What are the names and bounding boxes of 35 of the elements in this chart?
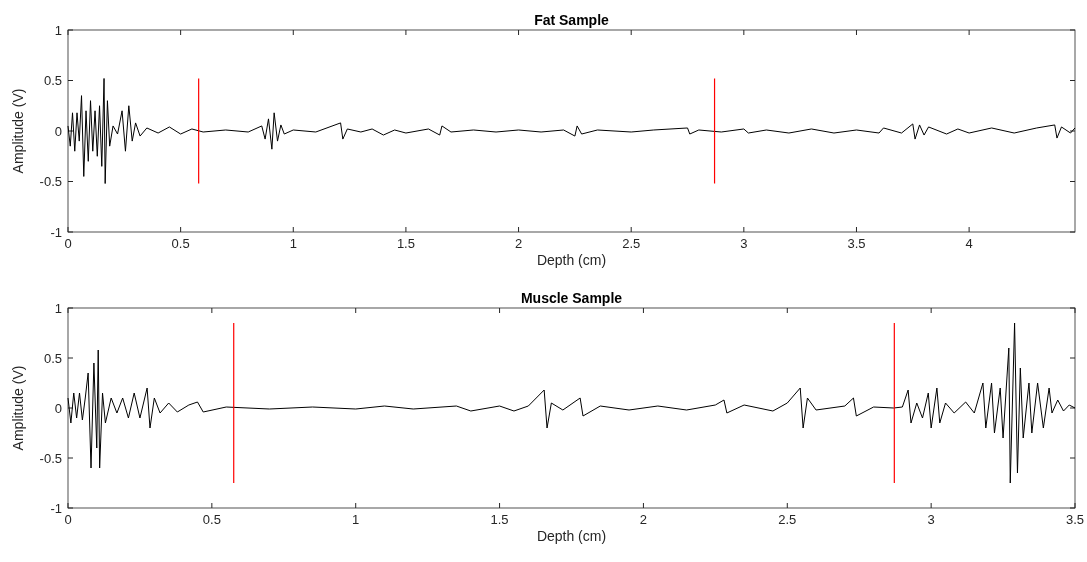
y-tick-label: 0 <box>54 400 62 416</box>
x-tick-label: 3.5 <box>847 236 866 251</box>
x-tick-label: 1.5 <box>396 236 415 251</box>
x-tick-label: 3.5 <box>1065 512 1085 527</box>
x-tick-label: 3 <box>927 512 935 527</box>
y-tick-label: -1 <box>50 500 62 516</box>
y-axis-title: Amplitude (V) <box>10 365 26 451</box>
x-tick-label: 2 <box>514 236 523 251</box>
x-tick-label: 1 <box>289 236 297 251</box>
y-tick-label: 0.5 <box>43 350 62 366</box>
y-tick-label: 1 <box>54 300 62 316</box>
x-tick-label: 2 <box>639 512 648 527</box>
line-series <box>67 322 1076 484</box>
x-tick-label: 2.5 <box>622 236 641 251</box>
y-axis-title: Amplitude (V) <box>10 88 26 174</box>
y-tick-label: -0.5 <box>39 450 62 466</box>
line-series <box>67 77 1076 185</box>
chart-title: Muscle Sample <box>520 290 623 306</box>
x-tick-label: 0.5 <box>171 236 190 251</box>
y-tick-label: -1 <box>50 224 62 240</box>
x-tick-label: 1 <box>352 512 360 527</box>
x-tick-label: 0.5 <box>202 512 221 527</box>
y-tick-label: 1 <box>54 22 62 38</box>
y-tick-label: 0.5 <box>43 73 62 88</box>
x-tick-label: 0 <box>64 236 72 251</box>
x-tick-label: 0 <box>64 512 72 527</box>
x-tick-label: 3 <box>740 236 748 251</box>
y-tick-label: 0 <box>54 123 62 139</box>
x-axis-title: Depth (cm) <box>536 528 607 544</box>
x-tick-label: 4 <box>965 236 973 251</box>
x-tick-label: 2.5 <box>778 512 797 527</box>
x-axis-title: Depth (cm) <box>536 252 607 268</box>
x-tick-label: 1.5 <box>490 512 509 527</box>
chart-title: Fat Sample <box>534 12 610 28</box>
y-tick-label: -0.5 <box>39 174 62 189</box>
